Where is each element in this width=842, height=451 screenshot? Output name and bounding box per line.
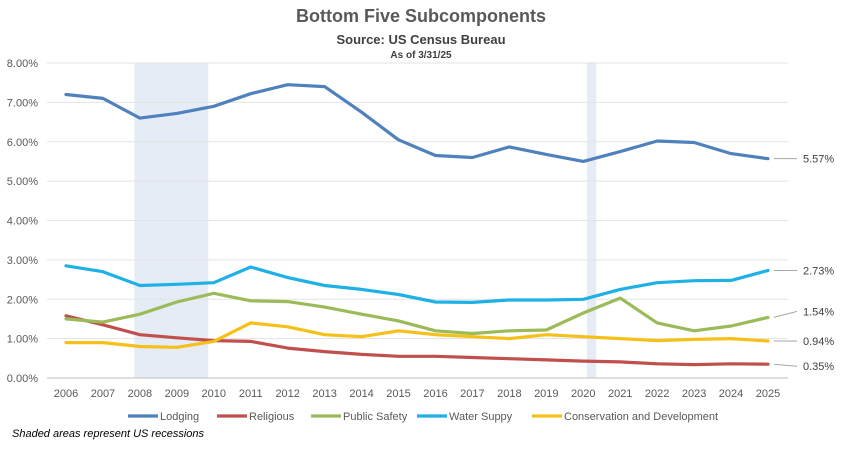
x-tick-label: 2014 <box>349 388 373 400</box>
x-tick-label: 2022 <box>645 388 669 400</box>
end-label-public-safety: 1.54% <box>803 306 834 318</box>
x-tick-label: 2025 <box>756 388 780 400</box>
legend-label-public-safety: Public Safety <box>343 411 408 423</box>
x-tick-label: 2009 <box>165 388 189 400</box>
y-tick-label: 7.00% <box>7 97 38 109</box>
end-label-leader-religious <box>773 363 798 367</box>
legend-label-conservation-and-development: Conservation and Development <box>564 411 718 423</box>
x-tick-label: 2024 <box>719 388 743 400</box>
x-tick-label: 2021 <box>608 388 632 400</box>
end-label-lodging: 5.57% <box>803 154 834 166</box>
y-tick-label: 3.00% <box>7 255 38 267</box>
y-tick-label: 1.00% <box>7 334 38 346</box>
chart-title: Bottom Five Subcomponents <box>295 6 546 26</box>
x-tick-label: 2010 <box>202 388 226 400</box>
end-label-water-suppy: 2.73% <box>803 266 834 278</box>
legend-label-water-suppy: Water Suppy <box>449 411 513 423</box>
chart-subtitle: Source: US Census Bureau <box>336 32 506 47</box>
end-label-religious: 0.35% <box>803 361 834 373</box>
legend-label-lodging: Lodging <box>160 411 199 423</box>
x-tick-label: 2017 <box>460 388 484 400</box>
series-line-religious <box>64 314 770 367</box>
x-tick-label: 2008 <box>128 388 152 400</box>
x-tick-label: 2019 <box>534 388 558 400</box>
x-tick-label: 2020 <box>571 388 595 400</box>
series-line-lodging <box>64 83 770 163</box>
series-line-public-safety <box>64 291 770 336</box>
x-tick-label: 2006 <box>54 388 78 400</box>
footnote: Shaded areas represent US recessions <box>12 428 204 440</box>
x-tick-label: 2013 <box>312 388 336 400</box>
legend-label-religious: Religious <box>249 411 295 423</box>
x-tick-label: 2023 <box>682 388 706 400</box>
x-tick-label: 2007 <box>91 388 115 400</box>
x-tick-label: 2018 <box>497 388 521 400</box>
series-line-water-suppy <box>64 264 770 304</box>
x-tick-label: 2016 <box>423 388 447 400</box>
x-tick-label: 2015 <box>386 388 410 400</box>
end-label-leader-public-safety <box>773 310 798 318</box>
end-label-conservation-and-development: 0.94% <box>803 336 834 348</box>
y-tick-label: 6.00% <box>7 137 38 149</box>
y-tick-label: 4.00% <box>7 216 38 228</box>
y-tick-label: 0.00% <box>7 373 38 385</box>
y-tick-label: 5.00% <box>7 176 38 188</box>
series-line-conservation-and-development <box>64 321 770 349</box>
y-tick-label: 8.00% <box>7 58 38 70</box>
x-tick-label: 2012 <box>275 388 299 400</box>
y-tick-label: 2.00% <box>7 294 38 306</box>
x-tick-label: 2011 <box>239 388 263 400</box>
as-of-date: As of 3/31/25 <box>390 50 452 61</box>
